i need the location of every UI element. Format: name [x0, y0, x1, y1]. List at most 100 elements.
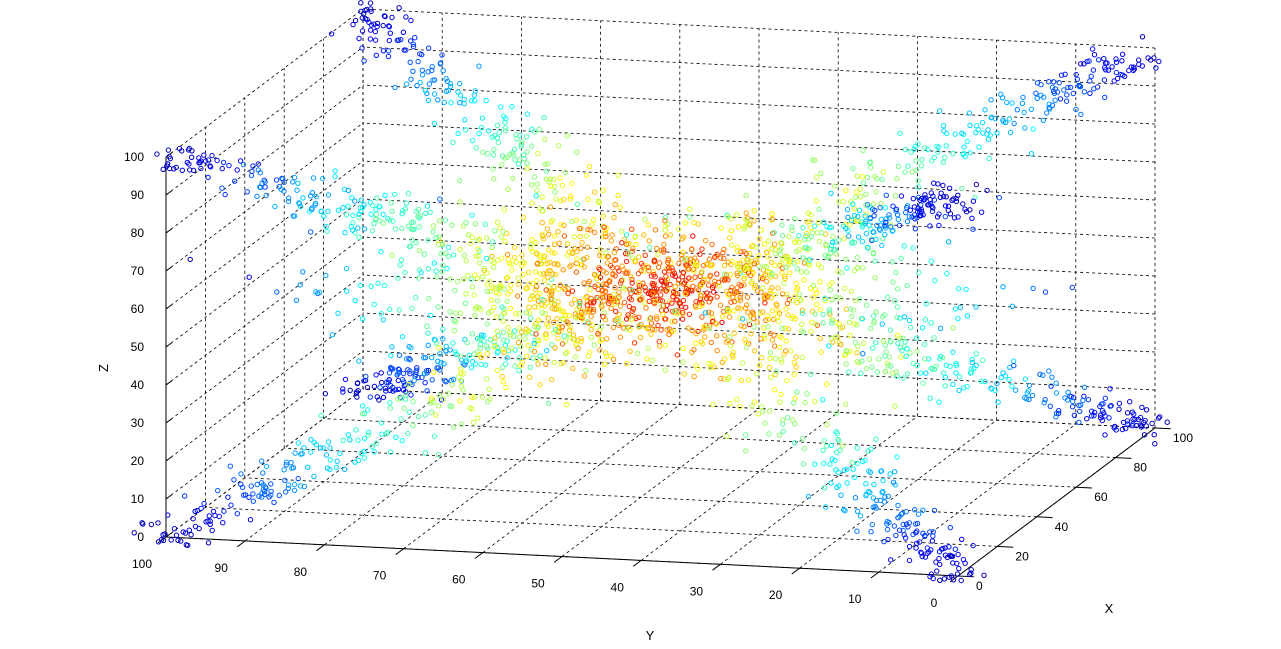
scatter-point [484, 343, 490, 349]
scatter-point [638, 283, 645, 289]
scatter-point [1151, 55, 1157, 61]
scatter-point [457, 398, 463, 404]
scatter-point [491, 304, 497, 310]
scatter-point [776, 344, 783, 351]
scatter-point [844, 466, 850, 472]
scatter-point [628, 290, 634, 297]
scatter-point [663, 273, 669, 280]
scatter-point [1124, 410, 1131, 416]
side-wall-grid-line [165, 122, 364, 272]
scatter-point [295, 440, 302, 446]
scatter-point [365, 432, 371, 438]
scatter-point [604, 260, 611, 266]
scatter-point [552, 250, 558, 256]
scatter-point [966, 110, 973, 116]
scatter-point [340, 389, 346, 395]
scatter-point [851, 206, 858, 212]
scatter-point [898, 193, 905, 199]
scatter-point [899, 348, 905, 354]
scatter-point [1073, 71, 1079, 78]
scatter-point [368, 211, 374, 217]
scatter-point [494, 298, 501, 304]
scatter-point [502, 342, 508, 349]
scatter-point [702, 237, 709, 244]
scatter-point [898, 255, 904, 262]
scatter-point [772, 250, 779, 257]
scatter-point [557, 282, 564, 288]
scatter-point [603, 353, 610, 360]
scatter-point [545, 247, 552, 253]
scatter-point [427, 209, 433, 216]
scatter-point [373, 211, 379, 218]
scatter-point [683, 304, 689, 310]
scatter-point [296, 201, 303, 207]
scatter-point [902, 146, 909, 153]
scatter-point [569, 180, 575, 187]
scatter-point [943, 194, 949, 200]
scatter-point [544, 321, 550, 327]
scatter-point [309, 190, 315, 196]
scatter-point [807, 285, 814, 291]
scatter-point [724, 433, 730, 440]
scatter-point [372, 37, 379, 43]
scatter-point [450, 340, 456, 346]
scatter-point [549, 288, 556, 294]
scatter-point [542, 136, 548, 143]
scatter-point [460, 387, 466, 393]
scatter-point [1022, 125, 1028, 131]
scatter-point [886, 215, 893, 221]
scatter-point [710, 401, 716, 408]
scatter-point [646, 298, 652, 304]
scatter-point [206, 513, 213, 519]
scatter-point [589, 322, 596, 328]
scatter-point [698, 270, 705, 276]
scatter-point [386, 370, 393, 376]
scatter-point [368, 283, 374, 289]
scatter-point [927, 196, 933, 203]
scatter-point [880, 236, 886, 242]
scatter-point [461, 252, 467, 259]
scatter-point [1139, 34, 1146, 40]
scatter-point [615, 318, 621, 324]
scatter-point [537, 271, 544, 277]
scatter-point [656, 260, 663, 266]
scatter-point [610, 324, 616, 331]
scatter-point [928, 158, 935, 164]
scatter-point [693, 330, 699, 337]
scatter-point [398, 257, 405, 263]
scatter-point [734, 244, 741, 250]
scatter-point [832, 457, 838, 464]
scatter-point [906, 520, 912, 526]
floor-grid-line [720, 415, 918, 565]
scatter-point [897, 513, 903, 520]
scatter-point [897, 315, 903, 321]
scatter-point [429, 64, 435, 70]
scatter-point [862, 213, 868, 219]
scatter-point [754, 371, 760, 377]
scatter-point [573, 217, 580, 224]
z-tick-label: 70 [131, 264, 145, 278]
scatter-point [442, 217, 449, 223]
scatter-point [864, 202, 871, 208]
y-tick-label: 40 [611, 580, 625, 594]
scatter-point [294, 187, 300, 193]
scatter-point [160, 532, 166, 538]
scatter-point [892, 298, 898, 304]
scatter-point [709, 284, 716, 291]
scatter-point [1081, 384, 1088, 390]
scatter-point [188, 532, 194, 538]
scatter-point [530, 280, 536, 287]
scatter-point [843, 256, 849, 262]
scatter-point [828, 190, 834, 197]
side-wall-grid-line [165, 46, 364, 196]
scatter-point [864, 174, 871, 181]
scatter-point [767, 408, 773, 414]
x-tick-label: 100 [1173, 431, 1193, 445]
scatter-point [746, 318, 752, 324]
scatter-point [707, 323, 713, 329]
scatter-point [475, 237, 481, 243]
scatter-point [928, 258, 934, 264]
scatter-point [959, 536, 965, 542]
scatter-point [942, 374, 949, 380]
scatter-point [648, 320, 655, 326]
